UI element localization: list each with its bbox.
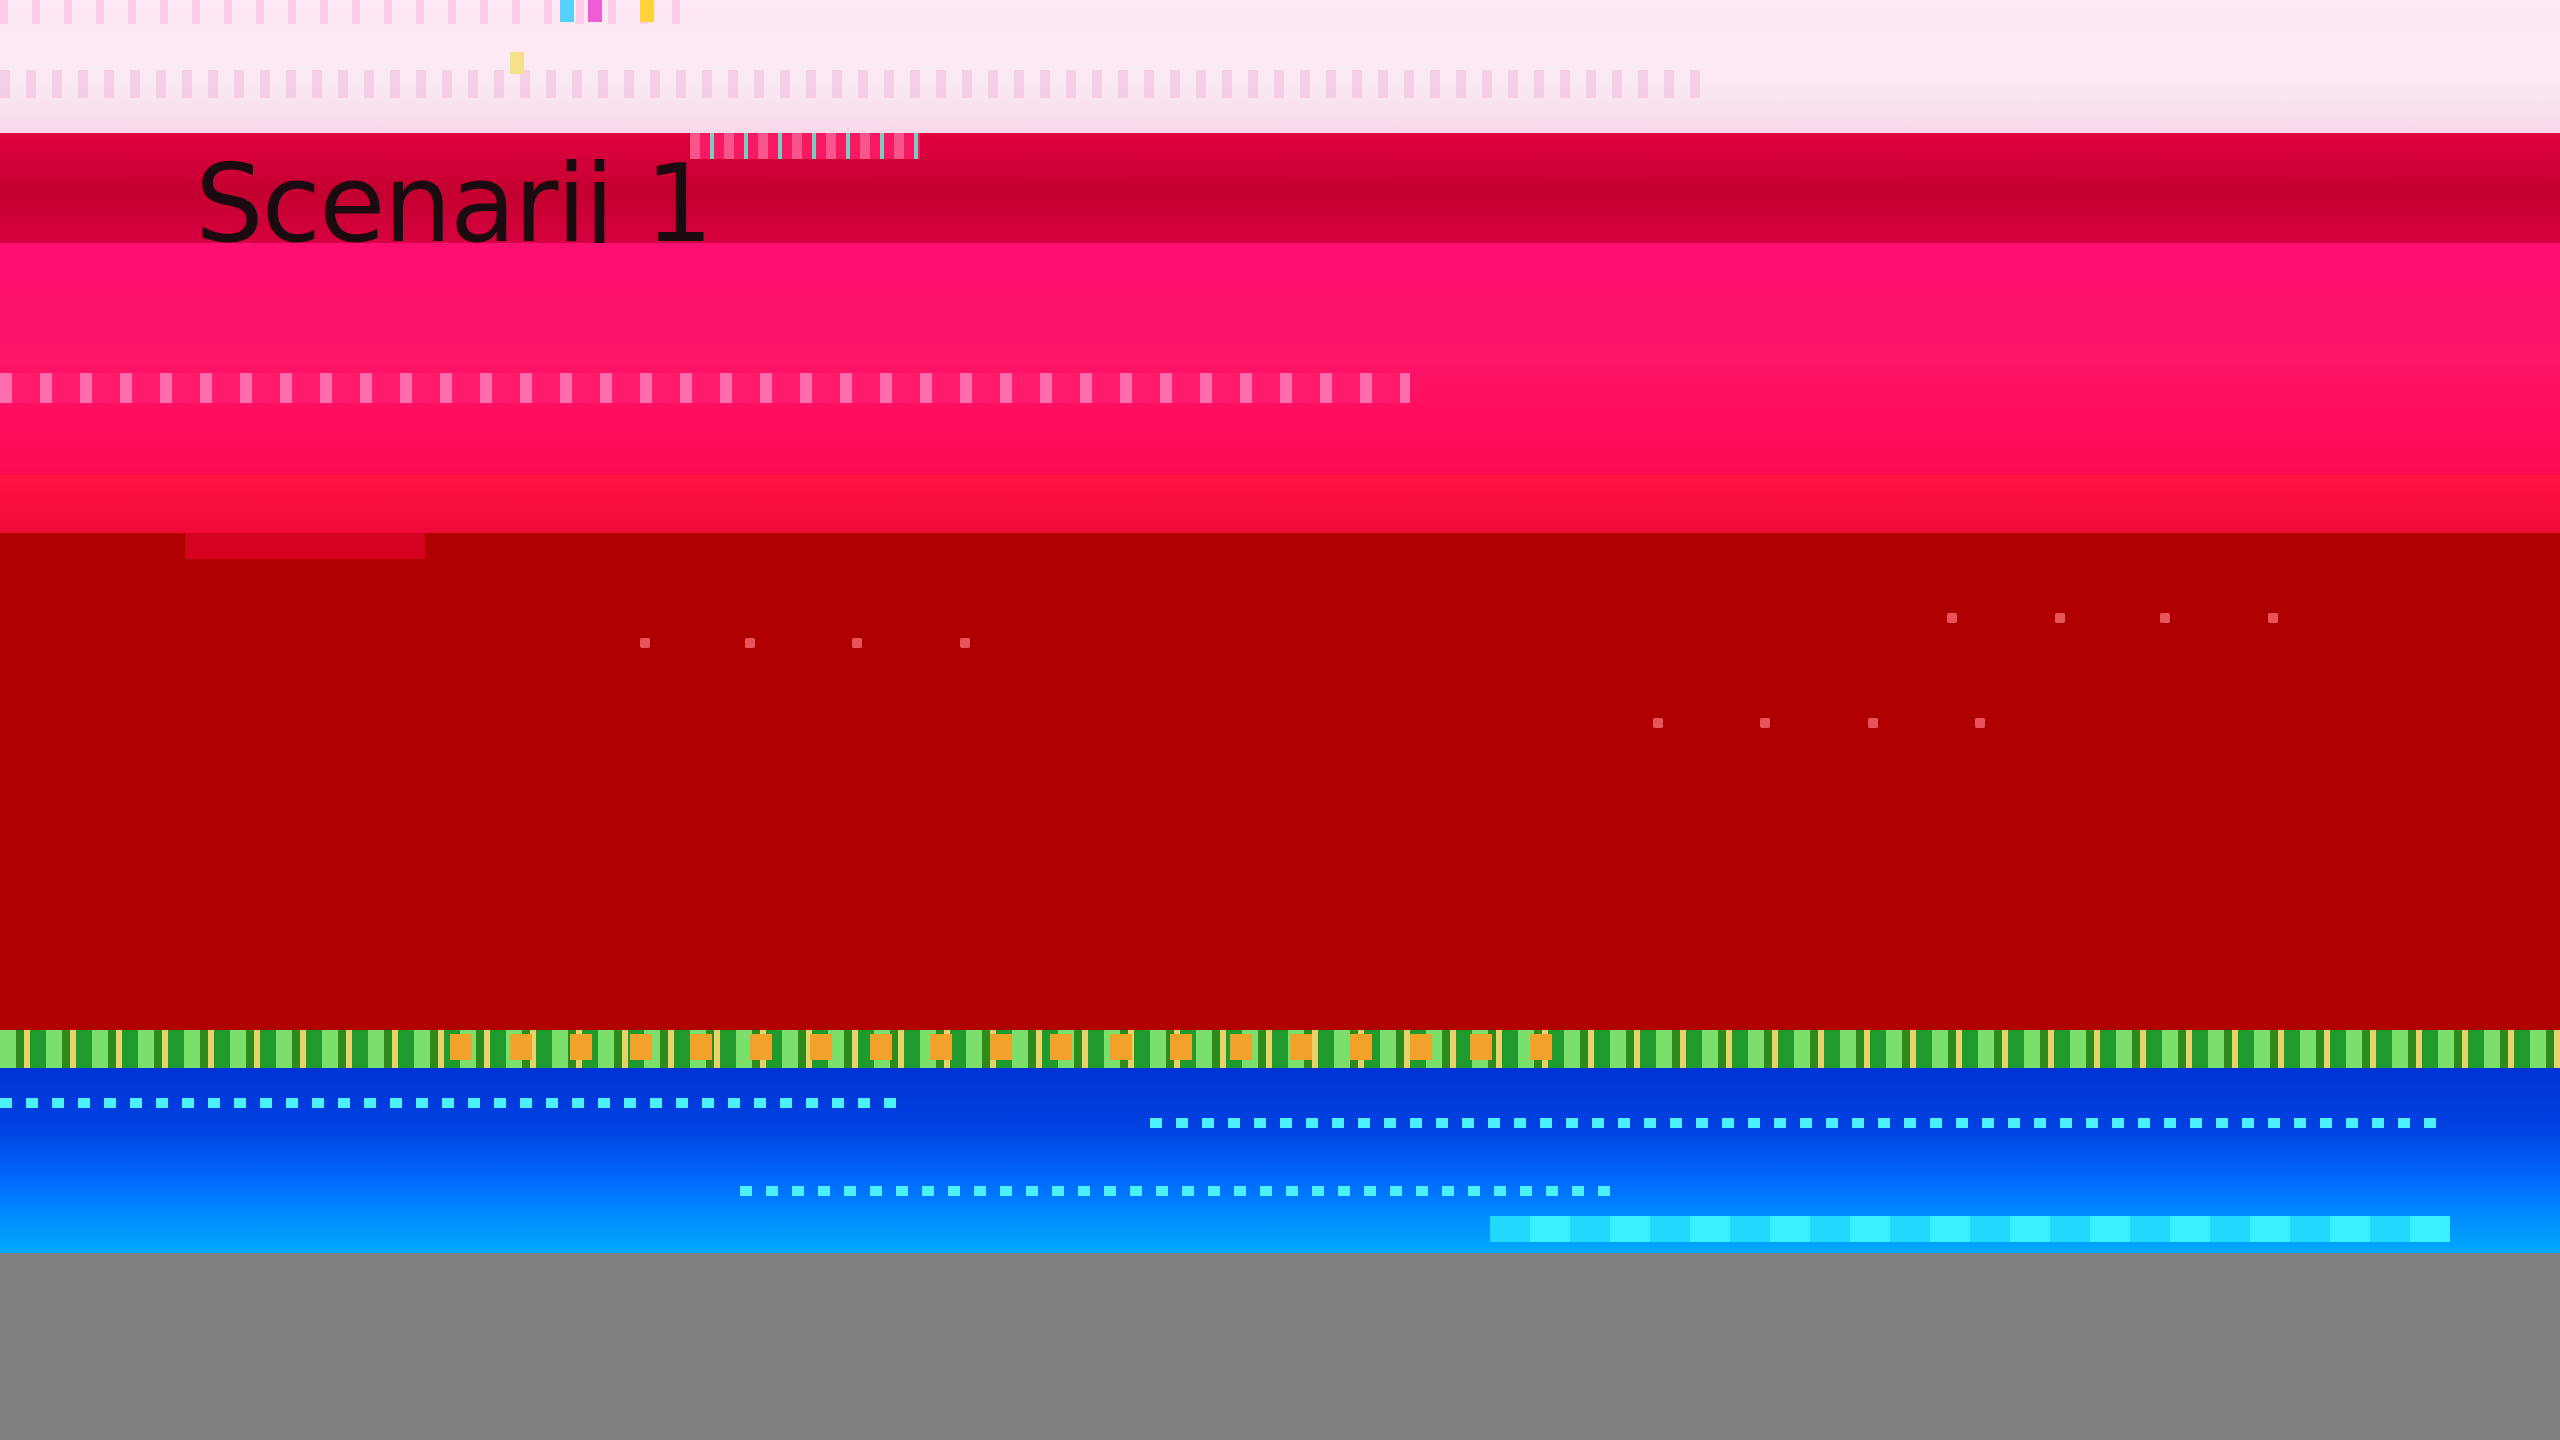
glitch-dot xyxy=(960,638,970,648)
glitch-dot xyxy=(1947,613,1957,623)
glitch-chip xyxy=(510,52,524,74)
page-title: Scenarij 1 xyxy=(195,142,713,267)
glitch-band xyxy=(0,1068,2560,1253)
glitch-noise xyxy=(0,1098,900,1108)
glitch-dot xyxy=(745,638,755,648)
glitch-dot xyxy=(2160,613,2170,623)
glitch-noise xyxy=(185,533,425,559)
glitch-noise xyxy=(1150,1118,2450,1128)
glitch-dot xyxy=(852,638,862,648)
glitch-chip xyxy=(560,0,574,22)
glitch-noise xyxy=(0,0,680,24)
glitch-dot xyxy=(640,638,650,648)
content-area xyxy=(0,243,2560,533)
glitch-dot xyxy=(1975,718,1985,728)
content-area-lower xyxy=(0,533,2560,1038)
glitch-noise xyxy=(450,1034,1560,1060)
empty-area xyxy=(0,1253,2560,1440)
glitch-band xyxy=(0,1030,2560,1068)
glitch-chip xyxy=(640,0,654,22)
glitch-dot xyxy=(1868,718,1878,728)
glitch-dot xyxy=(1653,718,1663,728)
glitch-noise xyxy=(690,133,920,159)
glitch-dot xyxy=(2268,613,2278,623)
glitch-noise xyxy=(0,475,2560,533)
glitch-chip xyxy=(588,0,602,22)
glitch-noise xyxy=(0,373,1410,403)
top-strip xyxy=(0,0,2560,133)
glitch-dot xyxy=(1760,718,1770,728)
glitch-noise xyxy=(0,70,1700,98)
glitch-noise xyxy=(740,1186,1620,1196)
glitch-dot xyxy=(2055,613,2065,623)
header-banner: Scenarij 1 xyxy=(0,133,2560,259)
glitch-noise xyxy=(1490,1216,2450,1242)
